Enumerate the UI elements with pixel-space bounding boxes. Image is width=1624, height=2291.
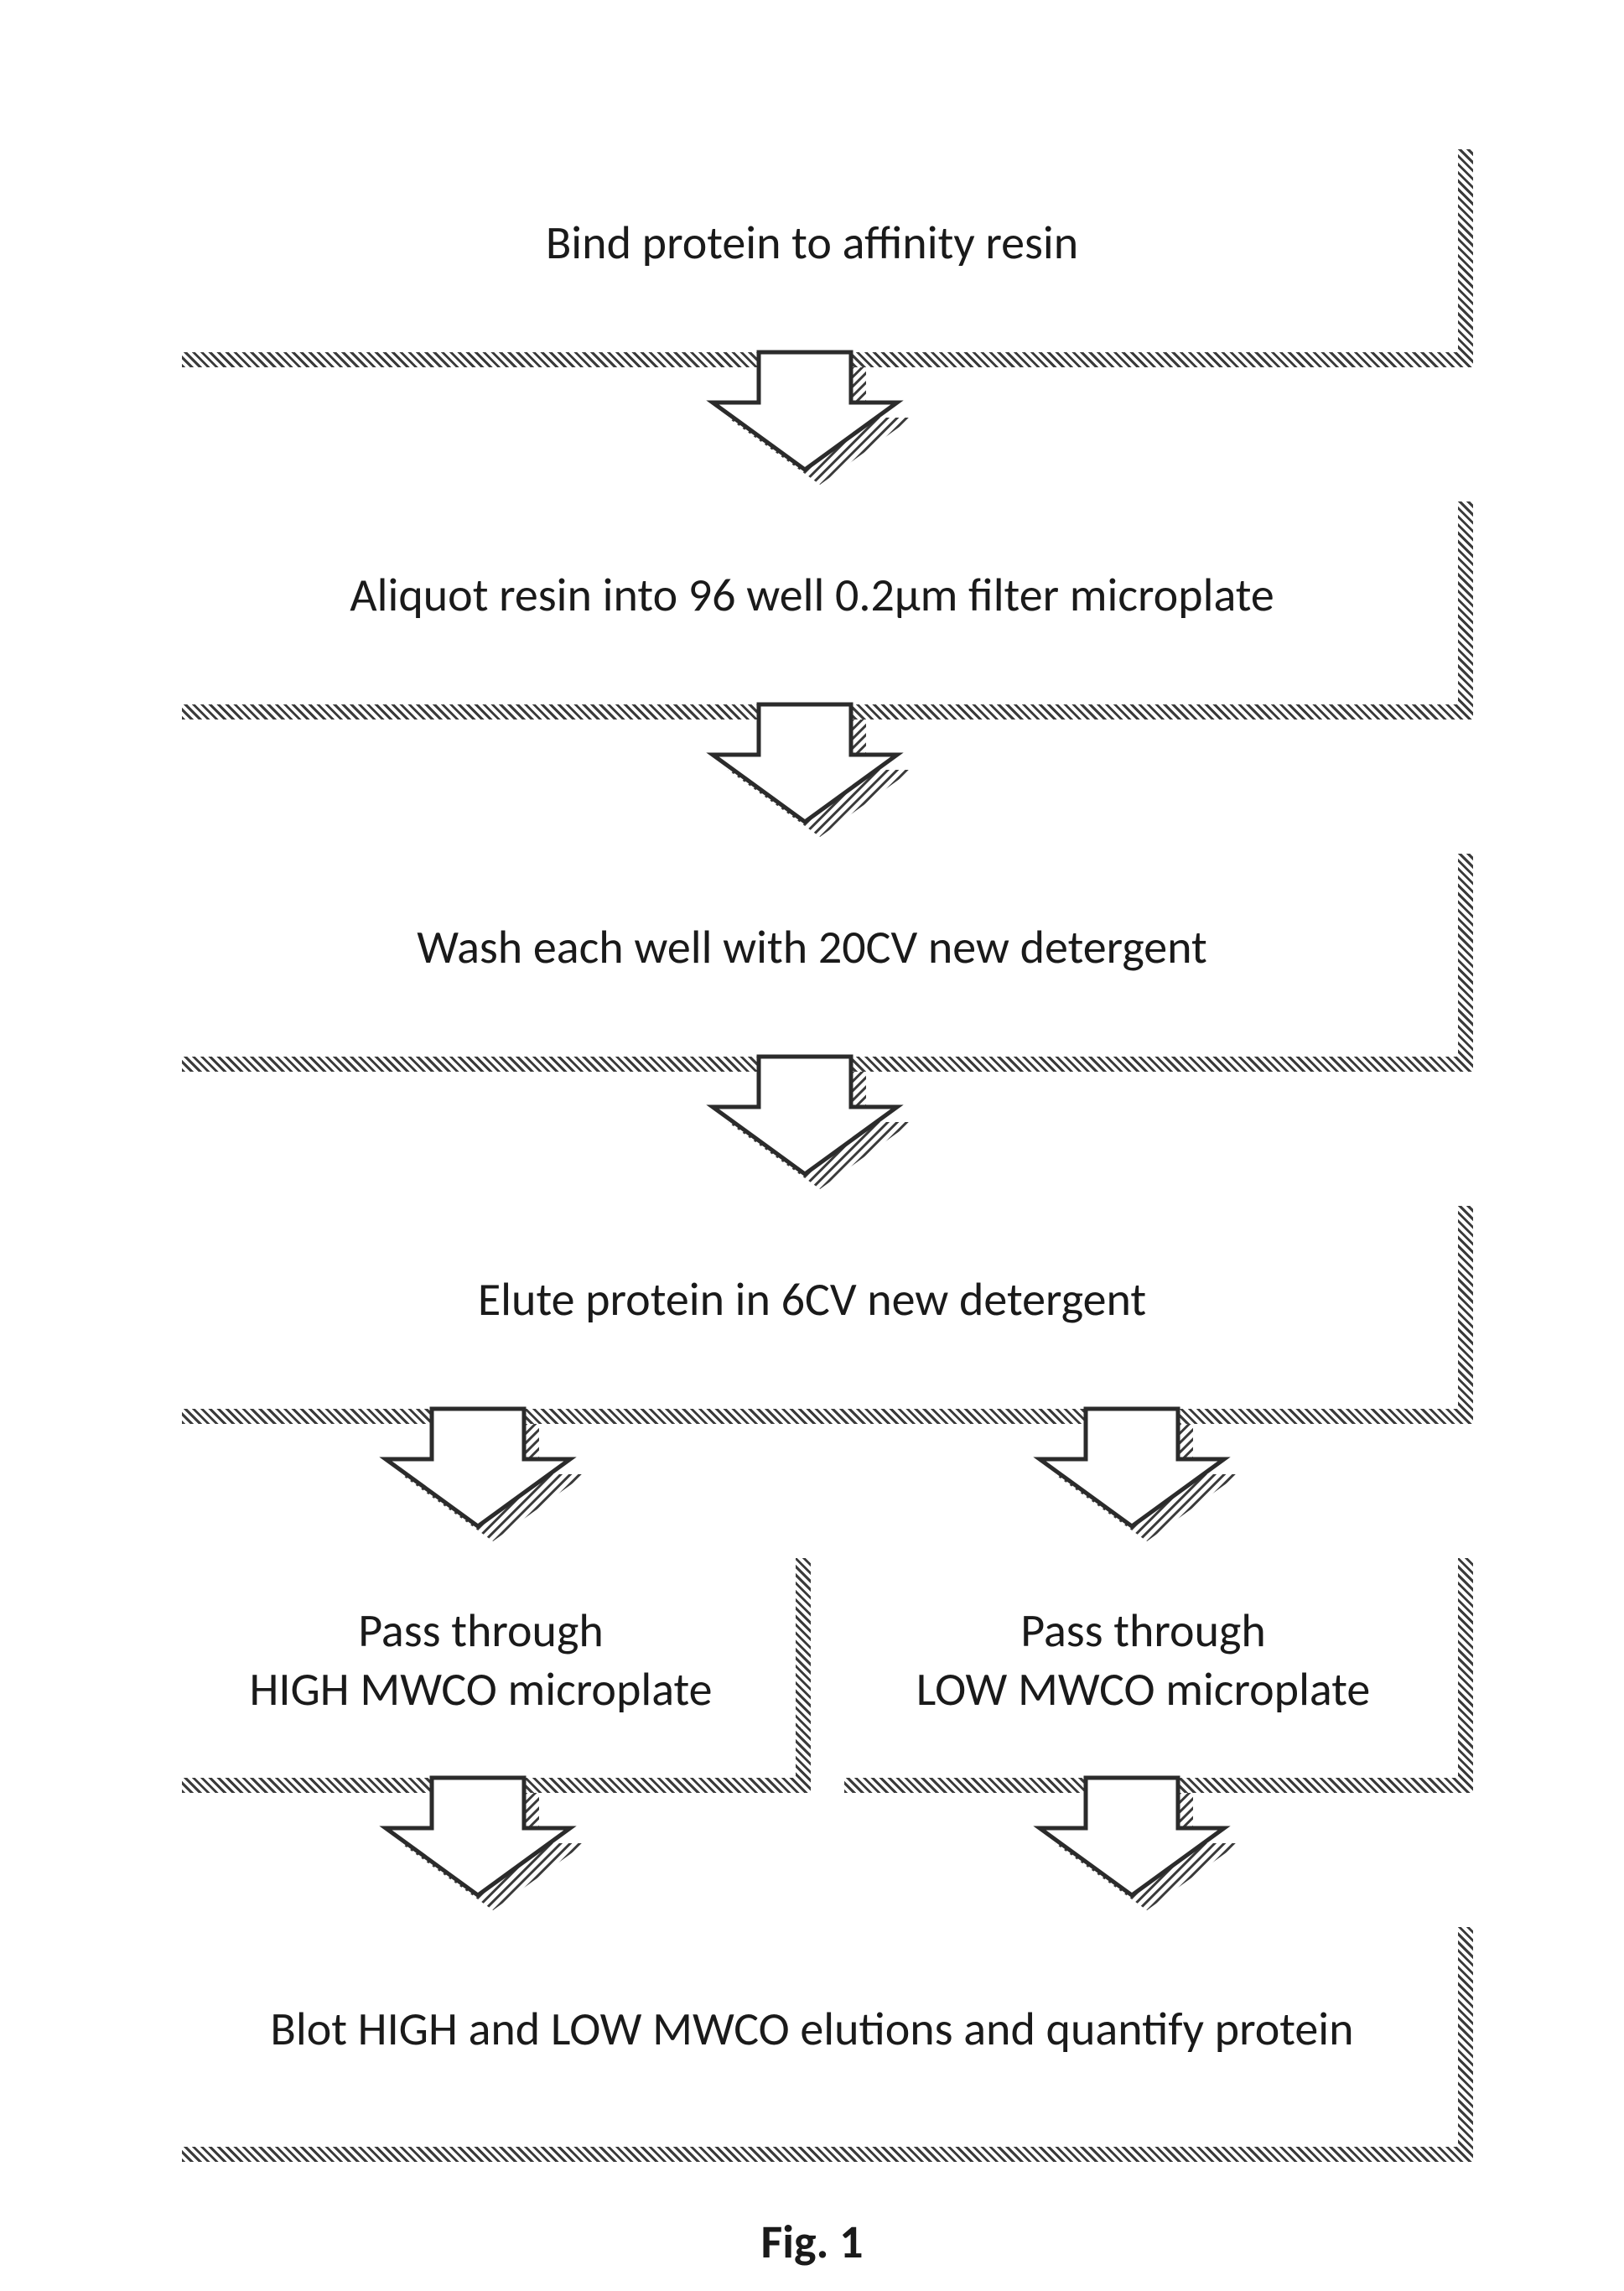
flow-node-label: Bind protein to affinity resin	[546, 214, 1078, 273]
flow-arrow-right	[1047, 1778, 1232, 1912]
flow-node-label: Pass through HIGH MWCO microplate	[249, 1602, 712, 1719]
flow-node-label: Pass through LOW MWCO microplate	[916, 1602, 1371, 1719]
flow-arrow-right	[1047, 1409, 1232, 1543]
flow-node-n2: Aliquot resin into 96 well 0.2µm filter …	[167, 486, 1458, 704]
flow-arrow	[142, 1057, 1483, 1191]
flow-node-n5b: Pass through LOW MWCO microplate	[829, 1543, 1458, 1778]
flow-arrow-left	[393, 1409, 578, 1543]
flow-node-n4: Elute protein in 6CV new detergent	[167, 1191, 1458, 1409]
flow-node-n6: Blot HIGH and LOW MWCO elutions and quan…	[167, 1912, 1458, 2147]
flow-node-n3: Wash each well with 20CV new detergent	[167, 839, 1458, 1057]
flowchart-diagram: Bind protein to affinity resin Aliquot r…	[142, 134, 1483, 2271]
flow-node-n5a: Pass through HIGH MWCO microplate	[167, 1543, 796, 1778]
flow-node-label: Wash each well with 20CV new detergent	[417, 918, 1207, 977]
flow-arrow	[142, 352, 1483, 486]
figure-caption: Fig. 1	[760, 2214, 863, 2271]
flow-node-n1: Bind protein to affinity resin	[167, 134, 1458, 352]
flow-node-label: Aliquot resin into 96 well 0.2µm filter …	[350, 566, 1274, 625]
flow-node-label: Elute protein in 6CV new detergent	[478, 1270, 1146, 1329]
flow-arrow	[142, 704, 1483, 839]
flow-arrow-left	[393, 1778, 578, 1912]
flow-node-label: Blot HIGH and LOW MWCO elutions and quan…	[270, 2000, 1353, 2059]
